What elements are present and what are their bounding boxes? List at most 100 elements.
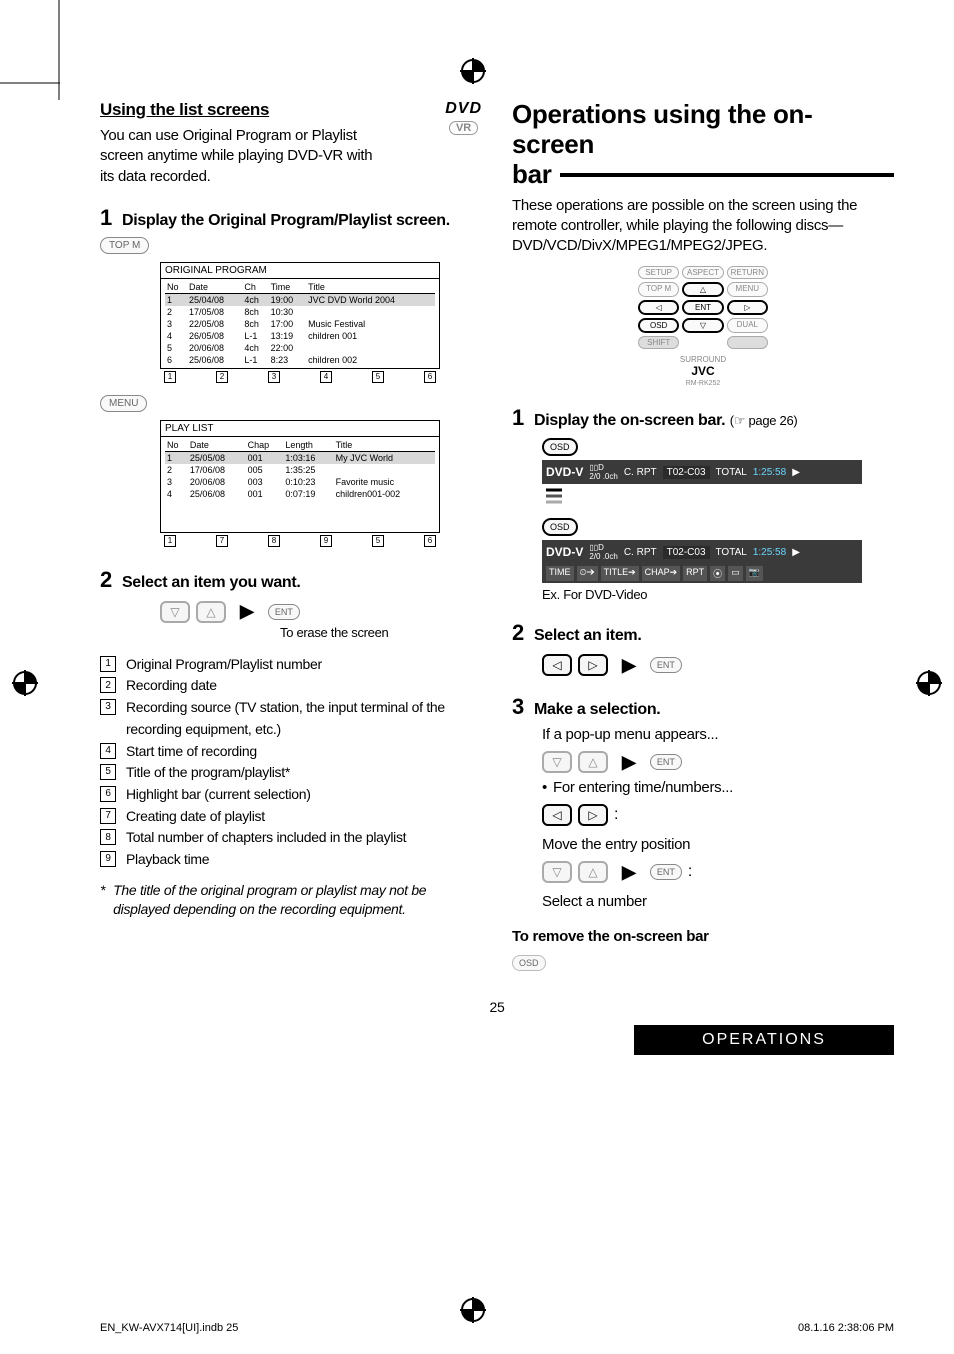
osd-time: 1:25:58 [753,467,786,478]
callout-box: 3 [268,371,280,383]
remote-return[interactable]: RETURN [727,266,768,279]
table-row[interactable]: 625/06/08L-18:23children 002 [165,354,435,366]
callout-box: 8 [268,535,280,547]
arrow-icon: ▶ [622,655,636,676]
r-step3-num: 3 [512,694,524,720]
arrow-icon: ▶ [240,601,254,622]
legend-row: 5Title of the program/playlist* [100,762,482,784]
table-row[interactable]: 217/06/080051:35:25 [165,464,435,476]
r-step2-text: Select an item. [534,627,642,645]
step2-text: Select an item you want. [122,574,301,592]
osd-button-3[interactable]: OSD [512,955,546,971]
legend-number: 6 [100,786,116,802]
down-button-3[interactable]: ▽ [542,861,572,883]
orig-col-time: Time [269,281,307,294]
osd2-disc-icon: ⦿ [710,566,725,581]
popup-text: If a pop-up menu appears... [542,726,894,743]
up-button[interactable]: △ [196,601,226,623]
ex-caption: Ex. For DVD-Video [542,587,894,602]
right-button[interactable]: ▷ [578,654,608,676]
dvd-logo-text: DVD [445,100,482,118]
osd-bar-bottom1: DVD-V ▯▯D2/0 .0ch C. RPT T02-C03 TOTAL 1… [542,540,862,564]
remote-ent[interactable]: ENT [682,300,723,315]
table-row[interactable]: 426/05/08L-113:19children 001 [165,330,435,342]
remote-down[interactable]: ▽ [682,318,723,333]
legend-text: Highlight bar (current selection) [126,784,311,806]
left-button[interactable]: ◁ [542,654,572,676]
osd2-rpt: RPT [683,566,707,581]
remote-left[interactable]: ◁ [638,300,679,315]
table-row[interactable]: 322/05/088ch17:00Music Festival [165,318,435,330]
osd-button-2[interactable]: OSD [542,518,578,536]
table-row[interactable]: 125/05/080011:03:16My JVC World [165,451,435,464]
remote-right[interactable]: ▷ [727,300,768,315]
ent-button-2[interactable]: ENT [650,657,682,673]
table-row[interactable]: 217/05/088ch10:30 [165,306,435,318]
legend-number: 4 [100,743,116,759]
legend-row: 2Recording date [100,675,482,697]
remote-dual[interactable]: DUAL [727,318,768,333]
osd-play-icon: ▶ [792,467,800,478]
remote-shift[interactable]: SHIFT [638,336,679,349]
down-button[interactable]: ▽ [160,601,190,623]
remote-direct[interactable] [727,336,768,349]
remote-up[interactable]: △ [682,282,723,297]
footnote-text: The title of the original program or pla… [113,881,482,920]
table-row[interactable]: 320/06/080030:10:23Favorite music [165,476,435,488]
remote-model: RM-RK252 [623,380,783,387]
callout-box: 9 [320,535,332,547]
legend-list: 1Original Program/Playlist number2Record… [100,654,482,871]
legend-row: 1Original Program/Playlist number [100,654,482,676]
osd-total: TOTAL [716,467,747,478]
legend-text: Original Program/Playlist number [126,654,322,676]
remote-menu[interactable]: MENU [727,282,768,297]
callout-box: 1 [164,535,176,547]
up-button-2[interactable]: △ [578,751,608,773]
ent-button-4[interactable]: ENT [650,864,682,880]
table-row[interactable]: 520/06/084ch22:00 [165,342,435,354]
pl-col-length: Length [283,439,333,452]
r-step3-text: Make a selection. [534,701,661,719]
remote-topm[interactable]: TOP M [638,282,679,297]
remote-aspect[interactable]: ASPECT [682,266,723,279]
pl-table: No Date Chap Length Title 125/05/080011:… [165,439,435,500]
topm-button[interactable]: TOP M [100,237,149,254]
up-button-3[interactable]: △ [578,861,608,883]
table-row[interactable]: 125/04/084ch19:00JVC DVD World 2004 [165,293,435,306]
r-step2-num: 2 [512,620,524,646]
osd2-rect-icon: ▭ [728,566,743,581]
right-button-2[interactable]: ▷ [578,804,608,826]
r-step1-text: Display the on-screen bar. [534,412,725,429]
onscreen-bar-title1: Operations using the on-screen [512,100,894,160]
legend-text: Total number of chapters included in the… [126,827,406,849]
arrow-icon: ▶ [622,752,636,773]
osd-button-1[interactable]: OSD [542,438,578,456]
osd2-cam-icon: 📷 [746,566,763,581]
table-row[interactable]: 425/06/080010:07:19children001-002 [165,488,435,500]
move-text: Move the entry position [542,836,894,853]
colon-2: : [688,863,692,881]
dvd-vr-badge: DVD VR [445,100,482,136]
osd-label2: DVD-V [546,545,583,559]
orig-col-ch: Ch [242,281,268,294]
menu-button[interactable]: MENU [100,395,147,412]
down-button-2[interactable]: ▽ [542,751,572,773]
orig-title: ORIGINAL PROGRAM [161,263,439,279]
osd2-clock-icon: ⏲➔ [577,566,598,581]
pl-title: PLAY LIST [161,421,439,437]
orig-table: No Date Ch Time Title 125/04/084ch19:00J… [165,281,435,366]
step1-text: Display the Original Program/Playlist sc… [122,212,450,230]
osd-crpt: C. RPT [624,467,657,478]
operations-tab: OPERATIONS [634,1025,894,1055]
remote-osd[interactable]: OSD [638,318,679,333]
ent-button-3[interactable]: ENT [650,754,682,770]
left-button-2[interactable]: ◁ [542,804,572,826]
callout-box: 1 [164,371,176,383]
pl-col-title: Title [334,439,435,452]
remote-setup[interactable]: SETUP [638,266,679,279]
ent-button[interactable]: ENT [268,604,300,620]
callout-box: 7 [216,535,228,547]
onscreen-bar-title2: bar [512,160,552,190]
legend-text: Title of the program/playlist* [126,762,290,784]
r-step1-ref: (☞ page 26) [730,413,798,428]
